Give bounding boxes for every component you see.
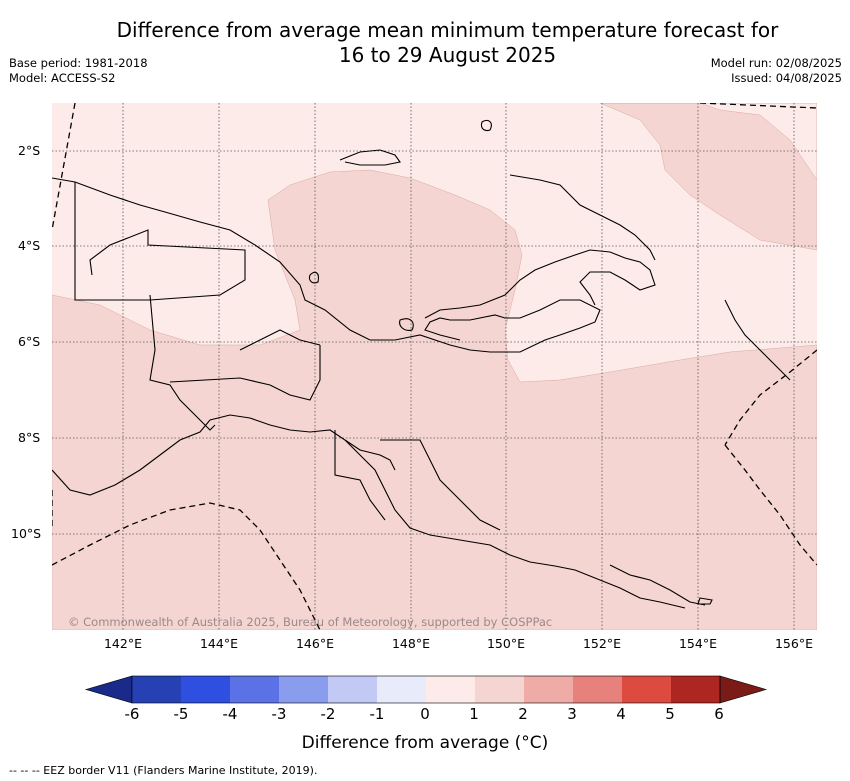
colorbar-segment xyxy=(671,676,720,703)
coastlines xyxy=(52,119,791,609)
lon-label: 156°E xyxy=(774,636,813,651)
lat-label: 6°S xyxy=(18,334,41,349)
model-run: Model run: 02/08/2025 xyxy=(710,56,842,70)
band-1-2-south xyxy=(52,169,817,630)
colorbar-tick: -1 xyxy=(369,705,385,723)
colorbar-tick: 2 xyxy=(518,705,528,723)
eez-note: -- -- -- EEZ border V11 (Flanders Marine… xyxy=(9,764,318,777)
colorbar-segments xyxy=(84,675,768,704)
colorbar-frame xyxy=(131,675,721,704)
colorbar-tick: 3 xyxy=(567,705,577,723)
colorbar-segment xyxy=(328,676,377,703)
colorbar-tick: -4 xyxy=(222,705,238,723)
colorbar-label: Difference from average (°C) xyxy=(301,733,549,753)
lat-label: 4°S xyxy=(18,238,41,253)
lon-label: 144°E xyxy=(199,636,238,651)
colorbar-segment xyxy=(475,676,524,703)
colorbar-tick: 6 xyxy=(714,705,724,723)
lon-label: 154°E xyxy=(678,636,717,651)
lat-label: 10°S xyxy=(11,526,42,541)
colorbar-tick: 5 xyxy=(665,705,675,723)
title-line-1: Difference from average mean minimum tem… xyxy=(116,18,779,42)
colorbar-segment xyxy=(132,676,181,703)
lon-label: 142°E xyxy=(103,636,142,651)
colorbar-segment xyxy=(181,676,230,703)
colorbar-segment xyxy=(426,676,475,703)
issued-date: Issued: 04/08/2025 xyxy=(731,71,842,85)
title-line-2: 16 to 29 August 2025 xyxy=(338,43,557,67)
lon-label: 148°E xyxy=(391,636,430,651)
colorbar-tick: -5 xyxy=(173,705,189,723)
meta-left: Base period: 1981-2018 Model: ACCESS-S2 xyxy=(9,56,148,86)
colorbar-tick: 4 xyxy=(616,705,626,723)
colorbar-segment xyxy=(573,676,622,703)
colorbar-tick: 1 xyxy=(469,705,479,723)
colorbar-tick: -2 xyxy=(320,705,336,723)
graticule xyxy=(52,103,817,630)
meta-right: Model run: 02/08/2025 Issued: 04/08/2025 xyxy=(711,56,842,86)
lon-label: 150°E xyxy=(486,636,525,651)
colorbar-segment xyxy=(622,676,671,703)
colorbar-extend-low xyxy=(84,675,133,704)
lat-label: 2°S xyxy=(18,143,41,158)
band-1-2-northeast xyxy=(599,103,817,251)
colorbar-tick: -3 xyxy=(271,705,287,723)
base-period: Base period: 1981-2018 xyxy=(9,56,148,70)
colorbar-tick: 0 xyxy=(420,705,430,723)
colorbar-segment xyxy=(524,676,573,703)
colorbar-extend-high xyxy=(719,675,768,704)
model-name: Model: ACCESS-S2 xyxy=(9,71,116,85)
colorbar-segment xyxy=(279,676,328,703)
lat-label: 8°S xyxy=(18,430,41,445)
copyright-notice: © Commonwealth of Australia 2025, Bureau… xyxy=(68,615,553,629)
lon-label: 152°E xyxy=(582,636,621,651)
colorbar-tick: -6 xyxy=(124,705,140,723)
colorbar-segment xyxy=(230,676,279,703)
colorbar-segment xyxy=(377,676,426,703)
eez-borders xyxy=(52,103,817,630)
lon-label: 146°E xyxy=(295,636,334,651)
